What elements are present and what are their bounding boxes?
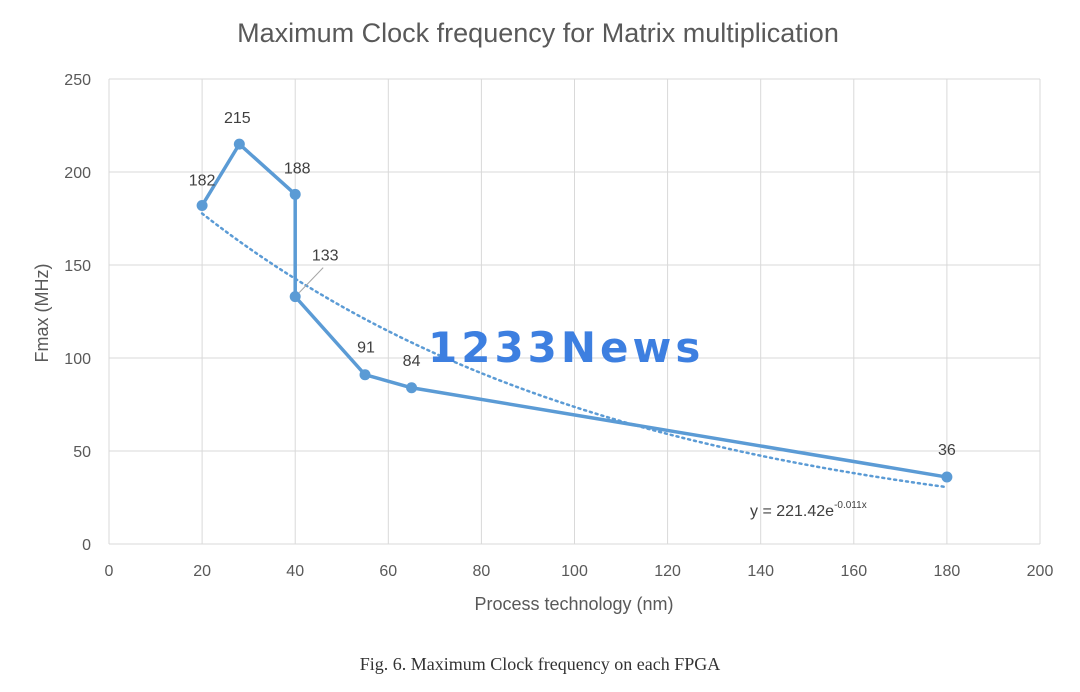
y-axis-label: Fmax (MHz)	[32, 264, 52, 363]
x-tick-label: 40	[286, 563, 304, 580]
x-tick-label: 20	[193, 563, 211, 580]
data-label: 84	[403, 353, 421, 370]
data-label: 91	[357, 340, 375, 357]
x-tick-label: 160	[840, 563, 867, 580]
x-tick-label: 140	[747, 563, 774, 580]
chart: Maximum Clock frequency for Matrix multi…	[32, 18, 1054, 614]
x-tick-label: 120	[654, 563, 681, 580]
x-tick-label: 100	[561, 563, 588, 580]
y-tick-label: 0	[82, 537, 91, 554]
data-point	[233, 138, 245, 150]
trendline-equation-base: y = 221.42e	[750, 503, 834, 520]
data-label-leader-line	[298, 267, 324, 293]
y-tick-label: 150	[64, 258, 91, 275]
data-point	[289, 291, 301, 303]
data-label: 182	[189, 172, 216, 189]
watermark: 1233News	[428, 323, 704, 372]
data-point	[359, 369, 371, 381]
data-label: 215	[224, 110, 251, 127]
trendline-equation: y = 221.42e-0.011x	[750, 500, 867, 520]
x-tick-label: 60	[379, 563, 397, 580]
chart-title: Maximum Clock frequency for Matrix multi…	[237, 18, 839, 48]
trendline-equation-exponent: -0.011x	[834, 500, 867, 511]
data-label: 188	[284, 160, 311, 177]
x-axis-label: Process technology (nm)	[474, 594, 673, 614]
data-point	[941, 471, 953, 483]
x-tick-label: 180	[934, 563, 961, 580]
data-labels: 182 215 188 133 91 84 36	[189, 110, 956, 459]
x-axis-ticks: 0 20 40 60 80 100 120 140 160 180 200	[105, 563, 1054, 580]
data-point	[289, 188, 301, 200]
data-point	[196, 199, 208, 211]
trendline-path	[200, 212, 949, 489]
y-tick-label: 100	[64, 351, 91, 368]
y-tick-label: 250	[64, 72, 91, 89]
data-label: 36	[938, 442, 956, 459]
grid	[108, 78, 1041, 545]
series-line	[196, 138, 953, 483]
trendline	[200, 212, 949, 489]
figure-caption: Fig. 6. Maximum Clock frequency on each …	[359, 654, 721, 674]
x-tick-label: 200	[1027, 563, 1054, 580]
data-point	[406, 382, 418, 394]
x-tick-label: 0	[105, 563, 114, 580]
y-tick-label: 200	[64, 165, 91, 182]
y-tick-label: 50	[73, 444, 91, 461]
data-label: 133	[312, 248, 339, 265]
x-tick-label: 80	[473, 563, 491, 580]
y-axis-ticks: 0 50 100 150 200 250	[64, 72, 91, 554]
